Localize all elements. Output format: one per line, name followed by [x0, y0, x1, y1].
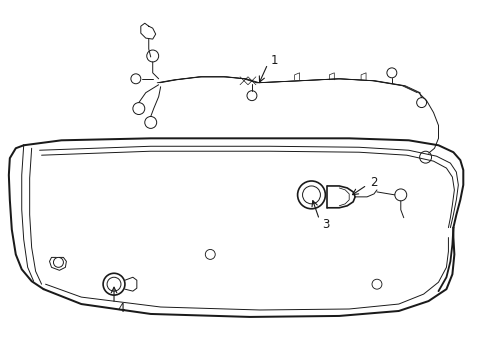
Text: 4: 4 — [117, 302, 124, 315]
Text: 3: 3 — [322, 218, 330, 231]
Text: 1: 1 — [271, 54, 278, 67]
Text: 2: 2 — [370, 176, 377, 189]
